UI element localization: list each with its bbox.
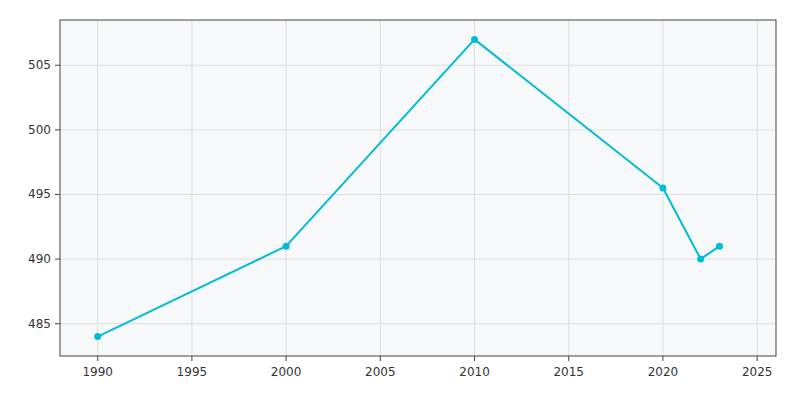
point	[283, 243, 290, 250]
y-tick	[55, 259, 60, 260]
y-tick-label: 500	[28, 123, 51, 137]
point	[94, 333, 101, 340]
y-tick-label: 490	[28, 252, 51, 266]
y-grid-line	[60, 194, 776, 195]
data-layer	[94, 36, 723, 340]
x-grid-line	[757, 20, 758, 356]
y-tick	[55, 194, 60, 195]
x-tick-label: 2020	[648, 365, 679, 379]
chart: 1990 1995 2000 2005 2010 2015 2020 2025 485 490 49…	[0, 0, 800, 400]
x-tick	[97, 356, 98, 361]
y-tick-label: 495	[28, 187, 51, 201]
x-tick	[286, 356, 287, 361]
y-tick	[55, 65, 60, 66]
point	[697, 256, 704, 263]
x-tick-label: 1990	[82, 365, 113, 379]
plot-frame	[60, 20, 776, 356]
x-tick	[568, 356, 569, 361]
x-tick-label: 2005	[365, 365, 396, 379]
x-tick-label: 2000	[271, 365, 302, 379]
y-grid-line	[60, 259, 776, 260]
point	[471, 36, 478, 43]
y-tick	[55, 323, 60, 324]
y-grid-line	[60, 129, 776, 130]
y-tick	[55, 129, 60, 130]
x-tick	[474, 356, 475, 361]
x-tick-label: 2015	[553, 365, 584, 379]
y-grid-line	[60, 323, 776, 324]
point	[659, 185, 666, 192]
x-grid-line	[474, 20, 475, 356]
x-grid-line	[568, 20, 569, 356]
x-tick	[662, 356, 663, 361]
page: {"chart_data": {"type": "line", "x": [19…	[0, 0, 800, 400]
y-tick-label: 485	[28, 317, 51, 331]
x-tick-label: 2010	[459, 365, 490, 379]
x-grid-line	[191, 20, 192, 356]
y-grid-line	[60, 65, 776, 66]
x-tick-label: 2025	[742, 365, 773, 379]
y-tick-label: 505	[28, 58, 51, 72]
x-grid-line	[286, 20, 287, 356]
x-tick	[191, 356, 192, 361]
point	[716, 243, 723, 250]
x-tick-label: 1995	[177, 365, 208, 379]
x-grid-line	[97, 20, 98, 356]
x-grid-line	[380, 20, 381, 356]
x-tick	[380, 356, 381, 361]
plot-area	[60, 20, 776, 356]
grid	[60, 20, 776, 356]
x-tick	[757, 356, 758, 361]
line	[98, 39, 720, 336]
